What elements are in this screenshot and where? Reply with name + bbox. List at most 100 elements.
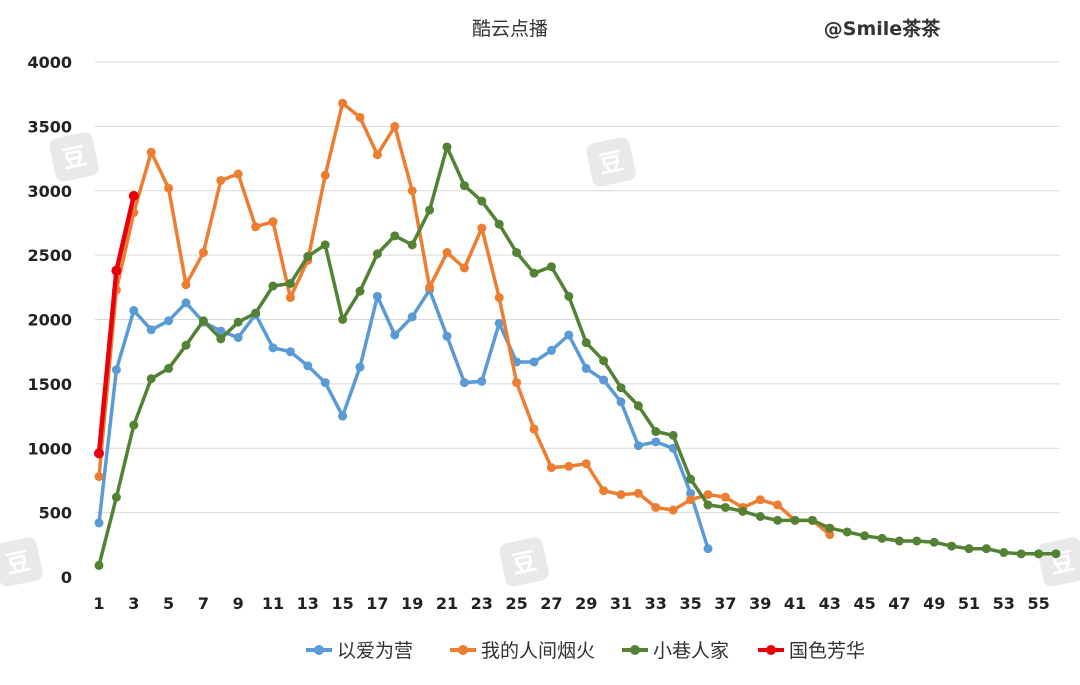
data-point [773, 515, 783, 525]
data-point [616, 383, 626, 393]
data-point [407, 240, 417, 250]
legend-item: 小巷人家 [622, 640, 729, 662]
x-tick-label: 51 [958, 594, 980, 613]
data-point [303, 251, 313, 261]
data-point [755, 495, 765, 505]
x-tick-label: 41 [784, 594, 806, 613]
data-point [668, 443, 678, 453]
watermark-logo-icon: 豆 [499, 537, 549, 587]
legend-swatch-marker [458, 645, 468, 655]
data-point [633, 488, 643, 498]
data-point [251, 222, 261, 232]
x-tick-label: 7 [198, 594, 209, 613]
data-point [390, 121, 400, 131]
data-point [477, 376, 487, 386]
data-point [164, 363, 174, 373]
data-point [164, 316, 174, 326]
data-point [181, 280, 191, 290]
y-tick-label: 2000 [27, 311, 72, 330]
series-line [97, 101, 832, 537]
data-point [1016, 549, 1026, 559]
data-point [164, 183, 174, 193]
data-point [964, 544, 974, 554]
data-point [703, 500, 713, 510]
legend-swatch-marker [630, 645, 640, 655]
data-point [111, 492, 121, 502]
data-point [442, 331, 452, 341]
data-point [999, 548, 1009, 558]
data-point [912, 536, 922, 546]
data-point [894, 536, 904, 546]
x-tick-label: 31 [610, 594, 632, 613]
series-layer [94, 98, 1061, 570]
data-point [146, 374, 156, 384]
data-point [268, 217, 278, 227]
x-tick-label: 49 [923, 594, 945, 613]
data-point [546, 345, 556, 355]
data-point [146, 325, 156, 335]
legend-swatch-marker [314, 645, 324, 655]
legend-label: 国色芳华 [789, 640, 865, 662]
data-point [599, 356, 609, 366]
legend-item: 我的人间烟火 [450, 640, 595, 662]
data-point [372, 291, 382, 301]
x-tick-label: 27 [540, 594, 562, 613]
data-point [686, 488, 696, 498]
data-point [668, 430, 678, 440]
legend-label: 小巷人家 [653, 640, 729, 662]
data-point [755, 511, 765, 521]
data-point [529, 268, 539, 278]
data-point [181, 340, 191, 350]
data-point [720, 492, 730, 502]
data-point [807, 515, 817, 525]
y-tick-label: 1500 [27, 375, 72, 394]
data-point [1051, 549, 1061, 559]
x-tick-label: 23 [471, 594, 493, 613]
data-point [459, 378, 469, 388]
data-point [633, 441, 643, 451]
series-line [97, 145, 1058, 568]
x-tick-label: 35 [679, 594, 701, 613]
data-point [720, 502, 730, 512]
y-tick-label: 3000 [27, 182, 72, 201]
svg-text:豆: 豆 [597, 147, 626, 179]
watermark-layer: 豆 豆 豆 豆 豆 [0, 132, 1080, 587]
legend-item: 国色芳华 [758, 640, 865, 662]
watermark-logo-icon: 豆 [1037, 537, 1080, 587]
data-point [303, 361, 313, 371]
data-point [181, 298, 191, 308]
data-point [546, 262, 556, 272]
data-point [1034, 549, 1044, 559]
data-point [512, 378, 522, 388]
data-point [233, 317, 243, 327]
data-point [355, 286, 365, 296]
chart-title: 酷云点播 [472, 18, 548, 40]
data-point [94, 448, 104, 459]
data-point [355, 362, 365, 372]
data-point [198, 248, 208, 258]
data-point [616, 397, 626, 407]
data-point [94, 472, 104, 482]
series-3 [94, 142, 1061, 570]
svg-text:豆: 豆 [4, 547, 33, 579]
x-tick-label: 43 [819, 594, 841, 613]
x-tick-label: 37 [714, 594, 736, 613]
data-point [773, 500, 783, 510]
data-point [320, 170, 330, 180]
data-point [981, 544, 991, 554]
y-tick-label: 500 [39, 504, 72, 523]
watermark-logo-icon: 豆 [0, 537, 43, 587]
x-axis: 1 3 5 7 9 11 13 15 17 19 21 23 25 27 29 31 33 35 37 39 41 43 4… [93, 594, 1049, 613]
data-point [616, 490, 626, 500]
data-point [425, 205, 435, 215]
data-point [442, 248, 452, 258]
x-tick-label: 33 [645, 594, 667, 613]
y-tick-label: 3500 [27, 117, 72, 136]
x-tick-label: 47 [888, 594, 910, 613]
data-point [355, 112, 365, 122]
series-line [97, 288, 710, 551]
data-point [686, 474, 696, 484]
legend: 以爱为营 我的人间烟火 小巷人家 国色芳华 [306, 640, 865, 662]
data-point [111, 365, 121, 375]
data-point [860, 531, 870, 541]
